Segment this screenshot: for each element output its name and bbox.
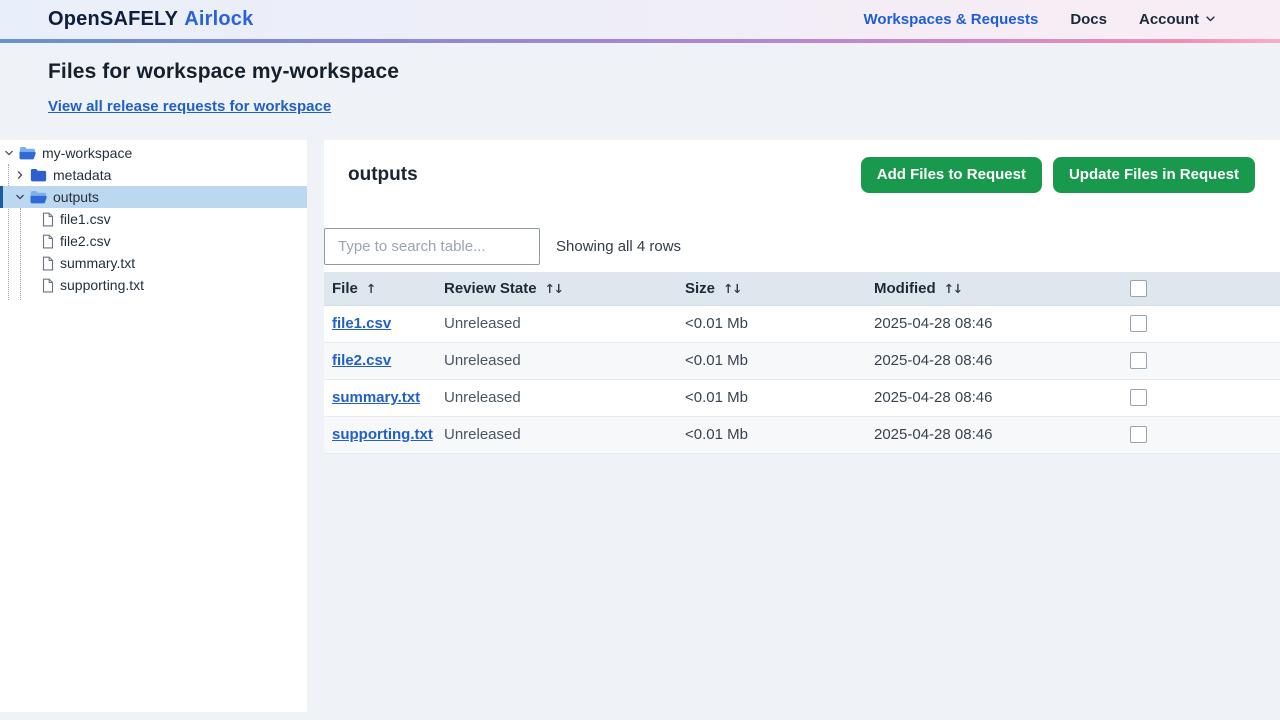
table-controls: Showing all 4 rows	[324, 228, 1280, 265]
row-checkbox[interactable]	[1130, 426, 1147, 443]
size-cell: <0.01 Mb	[677, 305, 866, 343]
file-link[interactable]: summary.txt	[332, 389, 421, 406]
brand-primary: OpenSAFELY	[48, 8, 179, 30]
tree-item-label: file2.csv	[60, 233, 111, 249]
page-header: Files for workspace my-workspace View al…	[0, 43, 1280, 140]
file-icon	[42, 212, 54, 227]
table-row: summary.txt Unreleased <0.01 Mb 2025-04-…	[324, 379, 1280, 417]
review-state-cell: Unreleased	[436, 342, 677, 380]
table-header-row: File ↑ Review State ↑↓ Size ↑↓ Modified ↑↓	[324, 272, 1280, 306]
add-files-to-request-button[interactable]: Add Files to Request	[860, 157, 1042, 193]
page-title: Files for workspace my-workspace	[48, 60, 400, 83]
nav-link-workspaces-requests[interactable]: Workspaces & Requests	[863, 11, 1039, 28]
tree-item-label: supporting.txt	[60, 277, 145, 293]
tree-item-label: summary.txt	[60, 255, 136, 271]
modified-cell: 2025-04-28 08:46	[866, 416, 1122, 454]
column-header-select	[1122, 272, 1280, 306]
nav-menu-account[interactable]: Account	[1139, 11, 1216, 28]
file-icon	[42, 234, 54, 249]
tree-item-metadata[interactable]: metadata	[0, 164, 307, 186]
size-cell: <0.01 Mb	[677, 379, 866, 417]
brand-logo[interactable]: OpenSAFELY Airlock	[48, 8, 253, 31]
sort-toggle-icon[interactable]: ↑↓	[723, 280, 742, 296]
row-checkbox[interactable]	[1130, 315, 1147, 332]
search-input[interactable]	[324, 228, 540, 265]
main-panel: outputs Add Files to Request Update File…	[324, 140, 1280, 454]
file-tree-sidebar: my-workspace metadata outputs	[0, 140, 307, 712]
review-state-cell: Unreleased	[436, 305, 677, 343]
row-count-status: Showing all 4 rows	[556, 238, 682, 255]
file-link[interactable]: file2.csv	[332, 352, 392, 369]
modified-cell: 2025-04-28 08:46	[866, 379, 1122, 417]
table-row: file2.csv Unreleased <0.01 Mb 2025-04-28…	[324, 342, 1280, 380]
sort-toggle-icon[interactable]: ↑↓	[943, 280, 963, 296]
tree-item-file1-csv[interactable]: file1.csv	[0, 208, 307, 230]
tree-guide-line	[20, 208, 21, 300]
folder-open-icon	[30, 190, 47, 204]
chevron-down-icon[interactable]	[4, 148, 14, 158]
action-buttons: Add Files to Request Update Files in Req…	[860, 157, 1255, 193]
view-release-requests-link[interactable]: View all release requests for workspace	[48, 98, 332, 115]
nav-link-docs[interactable]: Docs	[1070, 11, 1107, 28]
review-state-cell: Unreleased	[436, 379, 677, 417]
chevron-down-icon[interactable]	[15, 192, 25, 202]
column-header-file[interactable]: File ↑	[324, 272, 436, 306]
sort-toggle-icon[interactable]: ↑↓	[544, 280, 564, 296]
size-cell: <0.01 Mb	[677, 416, 866, 454]
tree-item-label: outputs	[53, 189, 99, 205]
file-link[interactable]: supporting.txt	[332, 426, 433, 443]
folder-closed-icon	[30, 168, 47, 182]
modified-cell: 2025-04-28 08:46	[866, 342, 1122, 380]
tree-guide-line	[8, 164, 9, 300]
tree-item-my-workspace[interactable]: my-workspace	[0, 142, 307, 164]
file-link[interactable]: file1.csv	[332, 315, 392, 332]
folder-open-icon	[19, 146, 36, 160]
tree-item-label: file1.csv	[60, 211, 111, 227]
account-label: Account	[1139, 11, 1199, 28]
column-header-review-state[interactable]: Review State ↑↓	[436, 272, 677, 306]
column-header-size[interactable]: Size ↑↓	[677, 272, 866, 306]
file-tree: my-workspace metadata outputs	[0, 142, 307, 300]
top-nav: OpenSAFELY Airlock Workspaces & Requests …	[0, 0, 1280, 43]
tree-item-outputs[interactable]: outputs	[0, 186, 307, 208]
nav-links: Workspaces & Requests Docs Account	[864, 11, 1216, 28]
review-state-cell: Unreleased	[436, 416, 677, 454]
page-body: my-workspace metadata outputs	[0, 140, 1280, 712]
row-checkbox[interactable]	[1130, 389, 1147, 406]
files-table: File ↑ Review State ↑↓ Size ↑↓ Modified ↑↓	[324, 272, 1280, 454]
file-icon	[42, 256, 54, 271]
brand-secondary: Airlock	[184, 8, 254, 30]
table-row: supporting.txt Unreleased <0.01 Mb 2025-…	[324, 416, 1280, 454]
row-checkbox[interactable]	[1130, 352, 1147, 369]
chevron-down-icon	[1205, 11, 1216, 28]
file-icon	[42, 278, 54, 293]
tree-item-label: metadata	[53, 167, 112, 183]
tree-item-file2-csv[interactable]: file2.csv	[0, 230, 307, 252]
tree-item-label: my-workspace	[42, 145, 133, 161]
sort-ascending-icon[interactable]: ↑	[365, 280, 376, 296]
size-cell: <0.01 Mb	[677, 342, 866, 380]
modified-cell: 2025-04-28 08:46	[866, 305, 1122, 343]
tree-item-summary-txt[interactable]: summary.txt	[0, 252, 307, 274]
chevron-right-icon[interactable]	[15, 170, 25, 180]
column-header-modified[interactable]: Modified ↑↓	[866, 272, 1122, 306]
select-all-checkbox[interactable]	[1130, 279, 1147, 297]
tree-item-supporting-txt[interactable]: supporting.txt	[0, 274, 307, 296]
section-heading: outputs	[348, 164, 418, 185]
update-files-in-request-button[interactable]: Update Files in Request	[1052, 157, 1255, 193]
table-row: file1.csv Unreleased <0.01 Mb 2025-04-28…	[324, 305, 1280, 343]
